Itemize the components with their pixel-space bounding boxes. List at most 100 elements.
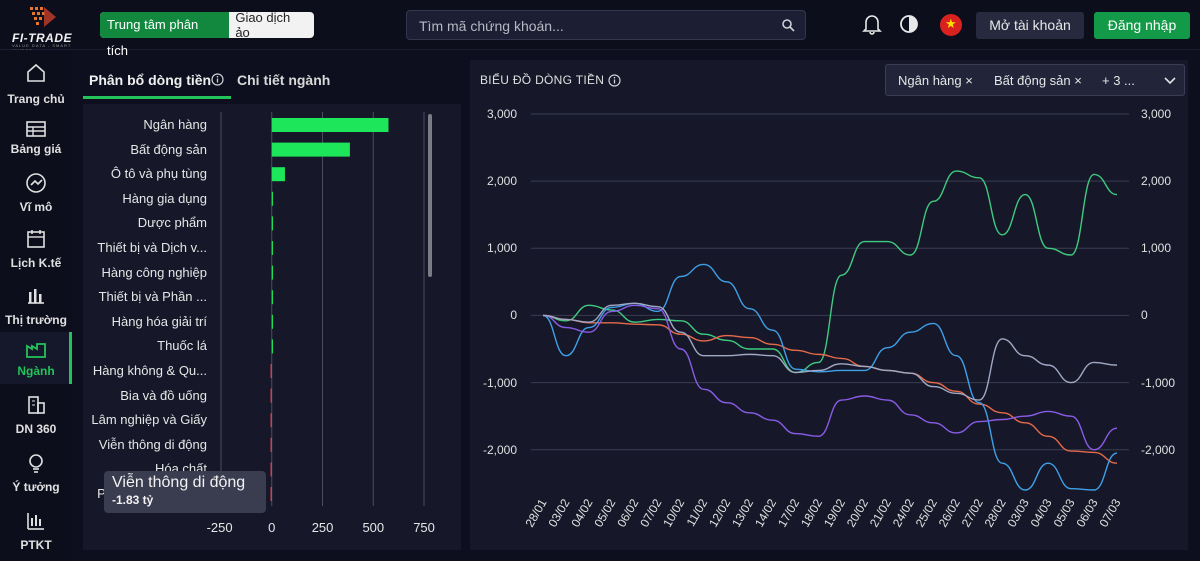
- building-icon: [28, 396, 45, 414]
- sidebar-item-ptkt[interactable]: PTKT: [0, 504, 72, 558]
- y-tick-label-left: -1,000: [482, 375, 517, 390]
- x-tick-label: 11/02: [684, 496, 711, 529]
- bar[interactable]: [270, 364, 272, 378]
- bar[interactable]: [271, 241, 273, 255]
- series-line[interactable]: [542, 314, 1118, 464]
- series-line[interactable]: [542, 263, 1118, 491]
- search-placeholder: Tìm mã chứng khoán...: [419, 18, 564, 34]
- bar[interactable]: [271, 191, 273, 206]
- series-line[interactable]: [542, 170, 1118, 374]
- bar[interactable]: [271, 142, 350, 157]
- y-tick-label-left: -2,000: [482, 442, 517, 457]
- x-tick-label: 25/02: [913, 496, 940, 529]
- x-tick-label: 06/03: [1073, 496, 1100, 529]
- market-icon: [28, 289, 44, 304]
- category-label: Thiết bị và Dịch v...: [97, 240, 207, 255]
- bar-chart-svg: [220, 112, 425, 506]
- x-tick-label: 17/02: [775, 496, 802, 529]
- filter-chip-real-estate[interactable]: Bất động sản ×: [994, 73, 1082, 88]
- login-button[interactable]: Đăng nhập: [1094, 12, 1190, 39]
- bar[interactable]: [270, 388, 272, 403]
- x-tick-label: 03/03: [1005, 496, 1032, 529]
- mode-toggle[interactable]: Trung tâm phân tích Giao dịch ảo: [100, 10, 314, 58]
- sidebar-item-ideas[interactable]: Ý tưởng: [0, 446, 72, 500]
- y-tick-label-left: 0: [510, 308, 517, 323]
- y-tick-label-right: 0: [1141, 308, 1148, 323]
- bar[interactable]: [270, 437, 272, 452]
- chevron-down-icon[interactable]: [1164, 75, 1176, 85]
- y-tick-label-left: 2,000: [486, 174, 517, 189]
- tab-money-flow-allocation[interactable]: Phân bổ dòng tiền: [89, 72, 212, 88]
- sidebar-item-label: PTKT: [20, 538, 52, 552]
- info-icon[interactable]: [211, 73, 224, 86]
- chart-title: BIỂU ĐỒ DÒNG TIỀN: [480, 73, 605, 87]
- price-board-icon: [26, 121, 46, 137]
- filter-more-count[interactable]: + 3 ...: [1102, 73, 1135, 88]
- active-tab-indicator: [83, 96, 231, 99]
- sidebar-item-dn360[interactable]: DN 360: [0, 388, 72, 442]
- idea-icon: [29, 454, 43, 473]
- bar[interactable]: [271, 290, 273, 305]
- vietnam-flag-icon[interactable]: ★: [940, 14, 962, 36]
- category-label: Bất động sản: [130, 141, 207, 157]
- sidebar-item-industry[interactable]: Ngành: [0, 332, 72, 384]
- x-tick-label: 250: [311, 520, 334, 535]
- logo-text: FI-TRADE: [12, 31, 72, 45]
- x-tick-label: 04/02: [568, 496, 595, 529]
- filter-chip-banking[interactable]: Ngân hàng ×: [898, 73, 973, 88]
- x-tick-label: 28/01: [522, 496, 549, 529]
- bar[interactable]: [271, 167, 285, 182]
- sidebar-item-home[interactable]: Trang chủ: [0, 56, 72, 110]
- bar[interactable]: [271, 339, 273, 354]
- bar[interactable]: [270, 462, 272, 477]
- category-label: Ngân hàng: [143, 117, 207, 132]
- category-label: Viễn thông di động: [98, 436, 207, 452]
- open-account-button[interactable]: Mở tài khoản: [976, 12, 1084, 39]
- bar[interactable]: [271, 216, 273, 231]
- x-tick-label: 26/02: [936, 496, 963, 529]
- sidebar-item-market[interactable]: Thị trường: [0, 278, 72, 332]
- bar[interactable]: [271, 265, 273, 280]
- sidebar-item-label: Thị trường: [5, 313, 67, 327]
- bar-chart-scrollbar[interactable]: [428, 114, 432, 277]
- y-tick-label-left: 1,000: [486, 241, 517, 256]
- macro-icon: [26, 173, 46, 193]
- x-tick-label: 14/02: [752, 496, 779, 529]
- line-chart-svg: 28/0103/0204/0205/0206/0207/0210/0211/02…: [522, 113, 1129, 530]
- x-tick-label: 07/03: [1096, 496, 1123, 529]
- y-tick-label-right: -1,000: [1141, 375, 1176, 390]
- x-tick-label: -250: [206, 520, 233, 535]
- series-line[interactable]: [542, 304, 1118, 451]
- bar[interactable]: [270, 487, 272, 501]
- industry-icon: [26, 343, 46, 358]
- bell-icon[interactable]: [862, 13, 882, 35]
- tooltip-title: Viễn thông di động: [112, 474, 246, 491]
- bar[interactable]: [271, 314, 273, 329]
- search-input[interactable]: Tìm mã chứng khoán...: [406, 10, 806, 40]
- bar[interactable]: [270, 413, 272, 428]
- x-tick-label: 12/02: [706, 496, 733, 529]
- category-label: Ô tô và phụ tùng: [110, 166, 207, 182]
- category-label: Hàng hóa giải trí: [111, 313, 207, 329]
- industry-filter-select[interactable]: Ngân hàng × Bất động sản × + 3 ...: [885, 64, 1185, 96]
- sidebar-item-macro[interactable]: Vĩ mô: [0, 166, 72, 220]
- x-tick-label: 24/02: [890, 496, 917, 529]
- series-line[interactable]: [542, 302, 1118, 401]
- theme-toggle-icon[interactable]: [899, 14, 919, 34]
- sidebar-item-label: Bảng giá: [10, 142, 62, 156]
- mode-analysis-center[interactable]: Trung tâm phân tích: [100, 12, 230, 58]
- search-icon[interactable]: [781, 18, 795, 32]
- sidebar-item-price-board[interactable]: Bảng giá: [0, 112, 72, 166]
- mode-virtual-trading[interactable]: Giao dịch ảo: [235, 10, 291, 40]
- fi-trade-logo[interactable]: FI-TRADE VALUE DATA - SMART INVEST: [6, 3, 72, 53]
- x-tick-label: 05/03: [1051, 496, 1078, 529]
- x-tick-label: 19/02: [821, 496, 848, 529]
- candlestick-icon: [27, 513, 44, 530]
- home-icon: [27, 63, 45, 82]
- bar[interactable]: [271, 118, 389, 132]
- tab-industry-detail[interactable]: Chi tiết ngành: [237, 72, 331, 88]
- info-icon[interactable]: [608, 74, 621, 87]
- y-tick-label-right: 1,000: [1141, 241, 1172, 256]
- sidebar-item-calendar[interactable]: Lịch K.tế: [0, 222, 72, 276]
- sidebar-item-label: Ý tưởng: [12, 480, 60, 494]
